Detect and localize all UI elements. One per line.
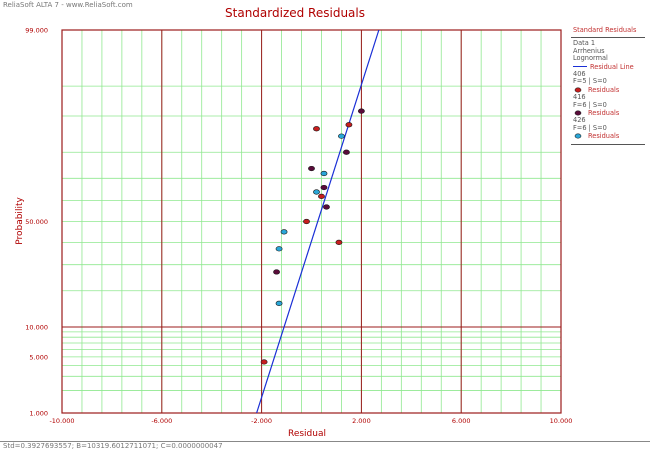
legend-group-marker-row: Residuals: [571, 86, 645, 94]
data-point-406: [318, 193, 325, 199]
app-title: ReliaSoft ALTA 7 - www.ReliaSoft.com: [3, 1, 133, 9]
data-point-406: [313, 126, 320, 132]
line-swatch-icon: [573, 66, 587, 68]
legend-group-name: 416: [573, 92, 586, 101]
data-point-416: [357, 108, 365, 114]
data-point-406: [303, 218, 310, 225]
x-tick-label: 6.000: [452, 417, 471, 425]
data-point-426: [313, 189, 320, 195]
legend-line-label: Residual Line: [590, 62, 634, 71]
legend-group-name: 406: [573, 69, 586, 78]
data-point-426: [338, 133, 345, 139]
legend-distribution: Lognormal: [573, 54, 608, 63]
legend-title: Standard Residuals: [573, 26, 637, 34]
data-point-426: [275, 246, 283, 252]
legend-divider: [571, 37, 645, 38]
y-tick-label: 5.000: [29, 353, 48, 361]
data-point-426: [280, 229, 288, 235]
x-tick-label: 10.000: [550, 417, 573, 425]
legend-group-info: F=5 | S=0: [573, 77, 607, 86]
red-marker-icon: [574, 87, 582, 93]
data-point-416: [320, 184, 328, 191]
legend: Standard Residuals Data 1 Arrhenius Logn…: [571, 25, 645, 146]
legend-group-name: 426: [573, 116, 586, 125]
x-tick-label: -2.000: [251, 417, 272, 425]
legend-group-label: Residuals: [588, 132, 620, 141]
x-tick-label: -6.000: [151, 417, 172, 425]
grid-layer: [61, 29, 562, 414]
status-divider: [0, 441, 650, 442]
legend-group-406: 406 F=5 | S=0 Residuals: [571, 69, 645, 94]
chart-title: Standardized Residuals: [225, 6, 365, 20]
data-point-406: [345, 122, 353, 128]
y-tick-label: 99.000: [25, 27, 48, 35]
data-point-416: [273, 269, 280, 275]
x-tick-label: 2.000: [352, 417, 371, 425]
x-axis-label: Residual: [288, 429, 326, 439]
data-point-416: [323, 204, 330, 210]
legend-group-416: 416 F=6 | S=0 Residuals: [571, 92, 645, 117]
legend-group-marker-row: Residuals: [571, 132, 645, 140]
legend-bottom-divider: [571, 144, 645, 146]
legend-group-marker-row: Residuals: [571, 109, 645, 117]
legend-group-label: Residuals: [588, 85, 620, 94]
legend-model: Arrhenius: [573, 46, 605, 55]
y-tick-label: 50.000: [25, 218, 48, 226]
axis-layer: -10.000 -6.000 -2.000 2.000 6.000 10.000 1.000…: [25, 27, 572, 426]
data-point-406: [335, 239, 343, 245]
data-point-426: [320, 170, 328, 177]
y-axis-label: Probability: [15, 197, 25, 245]
legend-group-426: 426 F=6 | S=0 Residuals: [571, 116, 645, 141]
legend-data-label: Data 1: [573, 39, 596, 47]
cyan-marker-icon: [574, 133, 582, 139]
y-tick-label: 1.000: [29, 410, 48, 418]
status-bar: Std=0.3927693557; B=10319.6012711071; C=…: [3, 442, 223, 450]
data-point-406: [260, 359, 268, 365]
dark-marker-icon: [574, 110, 582, 116]
plot-frame: [61, 29, 562, 414]
legend-group-label: Residuals: [588, 109, 620, 118]
x-tick-label: -10.000: [49, 417, 74, 425]
legend-residual-line: Residual Line: [571, 63, 645, 71]
y-tick-label: 10.000: [25, 323, 48, 331]
residual-line: [256, 30, 380, 413]
data-point-416: [308, 165, 315, 172]
data-point-426: [275, 300, 283, 306]
legend-group-info: F=6 | S=0: [573, 100, 607, 109]
legend-group-info: F=6 | S=0: [573, 123, 607, 132]
data-point-416: [343, 149, 350, 155]
marks-layer: [256, 30, 380, 413]
